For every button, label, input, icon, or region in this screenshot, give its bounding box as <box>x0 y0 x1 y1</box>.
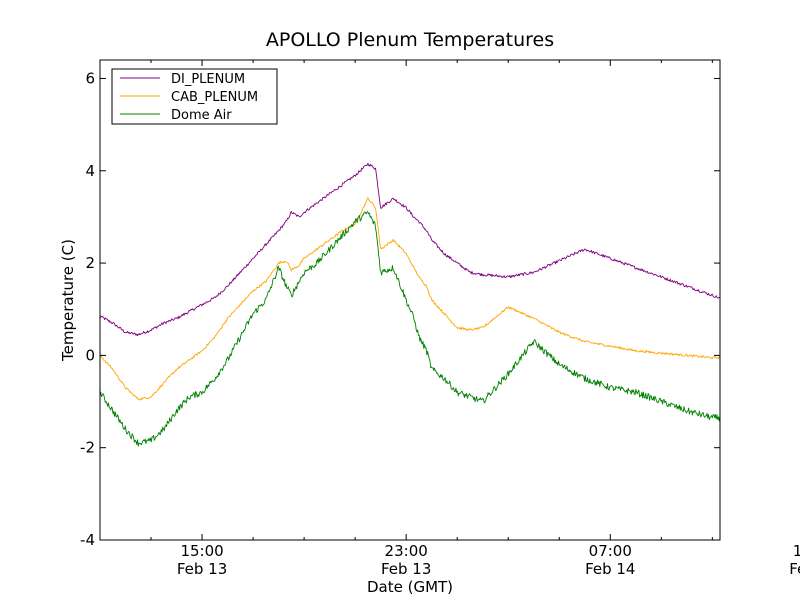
y-axis: -4 -2 0 2 4 6 <box>80 69 720 549</box>
series-line-dome-air <box>100 211 720 447</box>
y-tick-label: 0 <box>85 346 95 364</box>
plot-frame <box>99 59 721 541</box>
chart-title: APOLLO Plenum Temperatures <box>266 29 554 51</box>
y-axis-label: Temperature (C) <box>59 239 77 362</box>
y-tick-label: -2 <box>80 439 95 457</box>
legend-label-dome-air: Dome Air <box>171 108 232 123</box>
x-tick-label-time: 15:00 <box>793 542 800 560</box>
x-tick-label-date: Feb 14 <box>585 560 635 578</box>
x-tick-label-time: 07:00 <box>589 542 632 560</box>
y-tick-label: -4 <box>80 531 95 549</box>
series-line-di-plenum <box>100 162 720 337</box>
x-tick-label-date: Feb 13 <box>381 560 431 578</box>
legend-label-di-plenum: DI_PLENUM <box>171 72 245 87</box>
legend-label-cab-plenum: CAB_PLENUM <box>171 90 258 105</box>
x-tick-label-date: Feb 13 <box>177 560 227 578</box>
x-tick-label-time: 15:00 <box>180 542 223 560</box>
plot-area <box>100 60 720 540</box>
x-tick-label-time: 23:00 <box>385 542 428 560</box>
series-layer <box>100 162 720 447</box>
y-tick-label: 2 <box>85 254 95 272</box>
y-tick-label: 6 <box>85 69 95 87</box>
legend: DI_PLENUM CAB_PLENUM Dome Air <box>111 68 278 125</box>
y-tick-label: 4 <box>85 162 95 180</box>
x-tick-label-date: Feb 14 <box>789 560 800 578</box>
x-axis-label: Date (GMT) <box>367 578 453 596</box>
series-line-cab-plenum <box>100 197 720 401</box>
